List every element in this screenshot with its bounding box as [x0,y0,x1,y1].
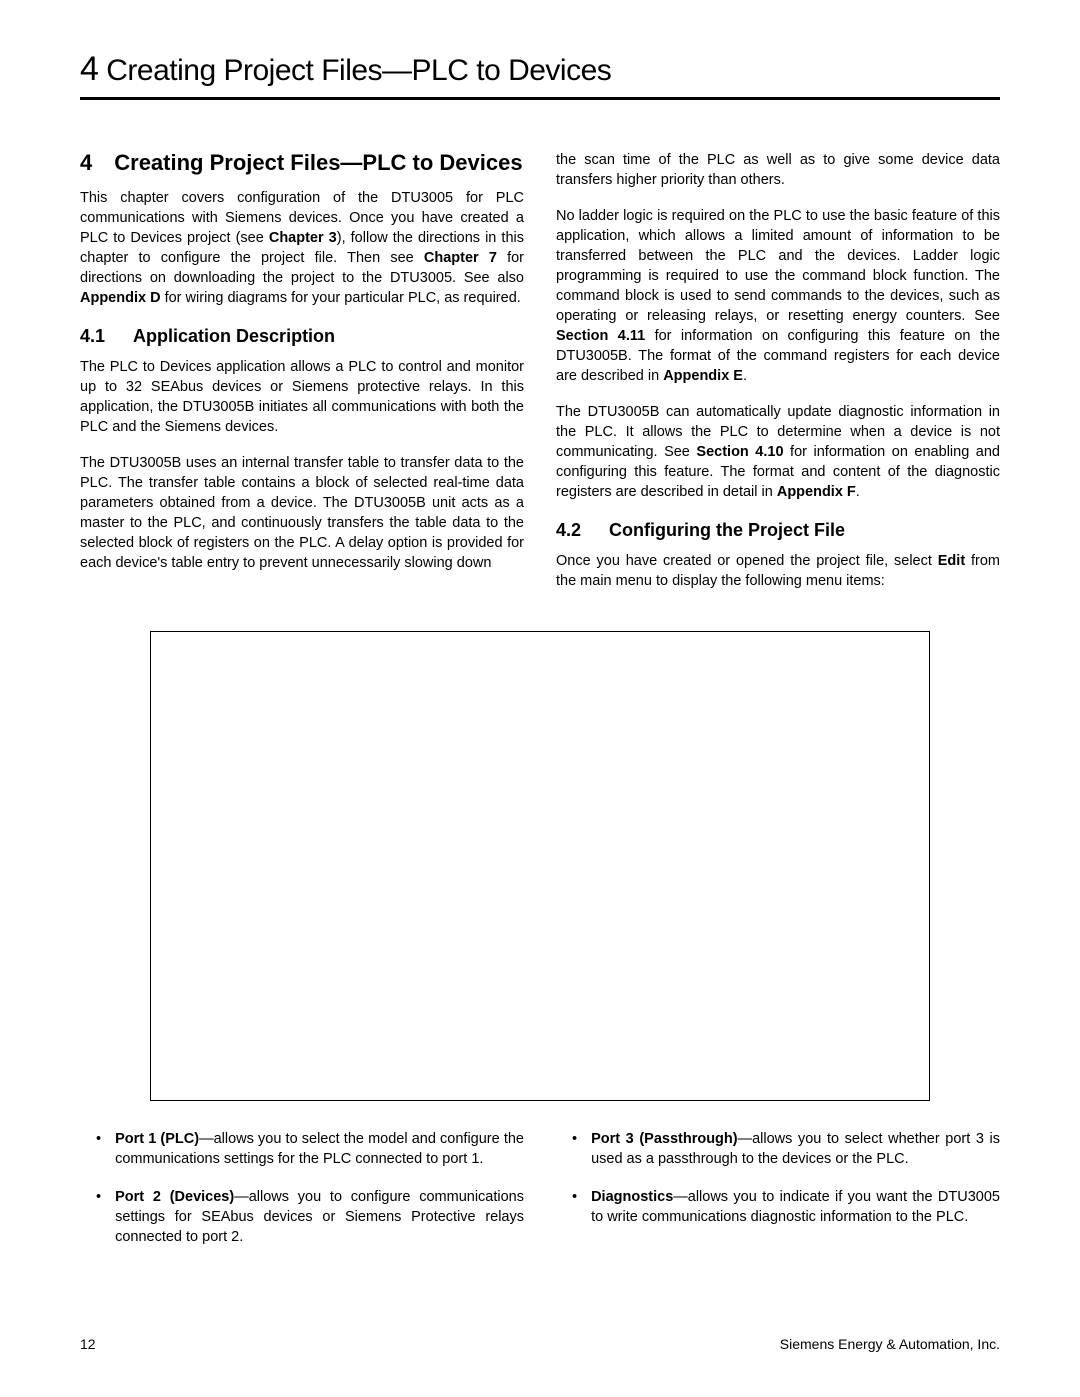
section-title: Creating Project Files—PLC to Devices [114,150,522,176]
header-chapter-number: 4 [80,50,98,88]
content-columns: 4 Creating Project Files—PLC to Devices … [80,150,1000,607]
para-col2-2: No ladder logic is required on the PLC t… [556,206,1000,386]
subsection-number: 4.2 [556,520,581,541]
intro-paragraph: This chapter covers configuration of the… [80,188,524,308]
footer-company: Siemens Energy & Automation, Inc. [780,1336,1000,1352]
bullet-item: • Port 2 (Devices)—allows you to configu… [80,1187,524,1247]
bullet-marker: • [96,1129,101,1169]
bullet-text: Port 2 (Devices)—allows you to configure… [115,1187,524,1247]
page-number: 12 [80,1336,96,1352]
page-header: 4 Creating Project Files—PLC to Devices [80,50,1000,100]
bullet-item: • Port 1 (PLC)—allows you to select the … [80,1129,524,1169]
bullet-left-column: • Port 1 (PLC)—allows you to select the … [80,1129,524,1265]
subsection-title: Configuring the Project File [609,520,845,541]
bullet-text: Port 1 (PLC)—allows you to select the mo… [115,1129,524,1169]
bullet-columns: • Port 1 (PLC)—allows you to select the … [80,1129,1000,1265]
header-chapter-title: Creating Project Files—PLC to Devices [106,54,611,87]
section-number: 4 [80,150,92,176]
left-column: 4 Creating Project Files—PLC to Devices … [80,150,524,607]
para-col2-3: The DTU3005B can automatically update di… [556,402,1000,502]
bullet-item: • Port 3 (Passthrough)—allows you to sel… [556,1129,1000,1169]
main-section-heading: 4 Creating Project Files—PLC to Devices [80,150,524,176]
subsection-title: Application Description [133,326,335,347]
bullet-right-column: • Port 3 (Passthrough)—allows you to sel… [556,1129,1000,1265]
para-4-2-1: Once you have created or opened the proj… [556,551,1000,591]
page-footer: 12 Siemens Energy & Automation, Inc. [80,1336,1000,1352]
para-4-1-2: The DTU3005B uses an internal transfer t… [80,453,524,573]
bullet-text: Port 3 (Passthrough)—allows you to selec… [591,1129,1000,1169]
para-col2-1: the scan time of the PLC as well as to g… [556,150,1000,190]
bullet-marker: • [96,1187,101,1247]
right-column: the scan time of the PLC as well as to g… [556,150,1000,607]
bullet-marker: • [572,1129,577,1169]
bullet-text: Diagnostics—allows you to indicate if yo… [591,1187,1000,1227]
subsection-4-2-heading: 4.2 Configuring the Project File [556,520,1000,541]
subsection-number: 4.1 [80,326,105,347]
figure-placeholder [150,631,930,1101]
bullet-item: • Diagnostics—allows you to indicate if … [556,1187,1000,1227]
bullet-marker: • [572,1187,577,1227]
subsection-4-1-heading: 4.1 Application Description [80,326,524,347]
para-4-1-1: The PLC to Devices application allows a … [80,357,524,437]
